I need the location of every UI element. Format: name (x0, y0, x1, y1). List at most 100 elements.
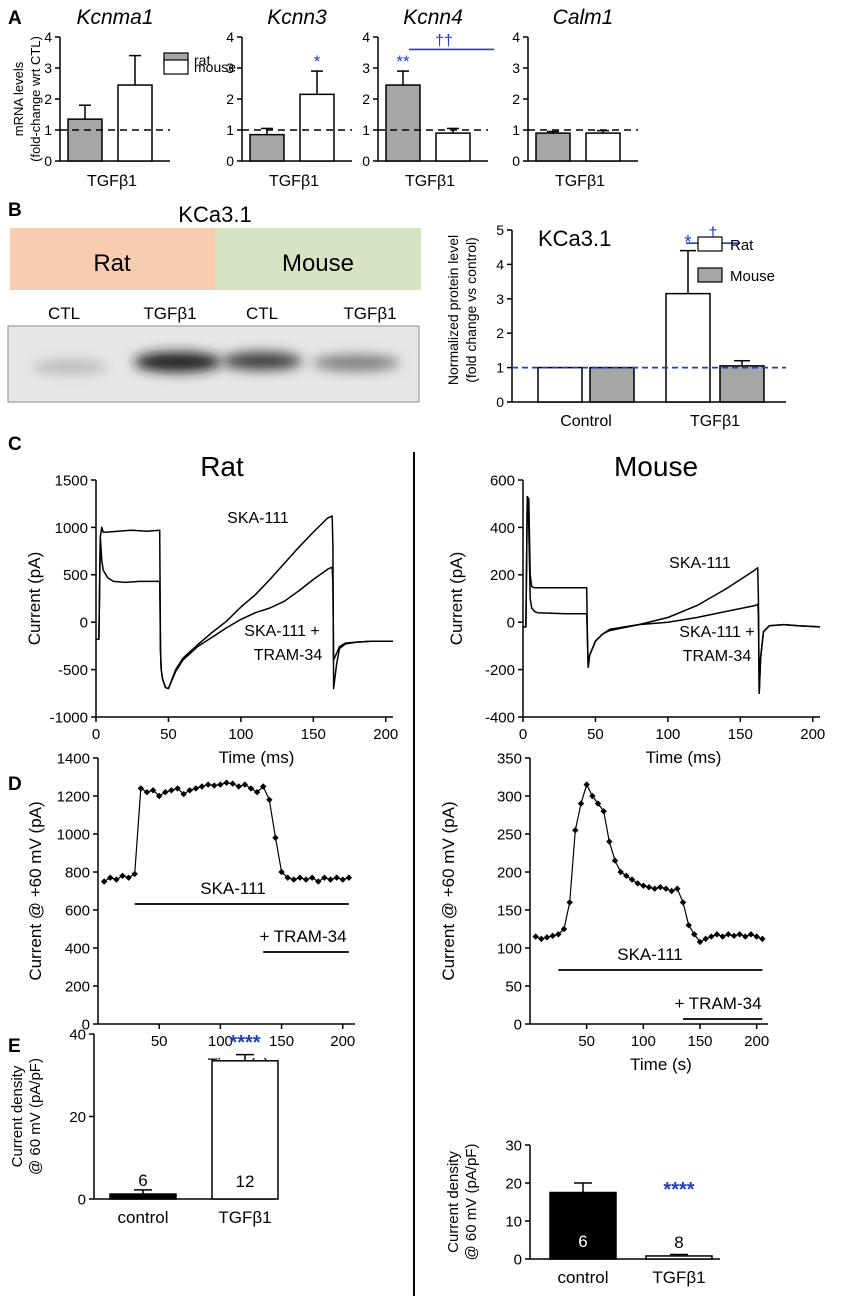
mrna-y-tick-label: 0 (44, 153, 52, 169)
x-category-label: control (557, 1268, 608, 1287)
data-point (713, 931, 721, 938)
significance-star: ** (396, 52, 410, 71)
significance-star: **** (663, 1179, 694, 1201)
x-tick-label: 200 (373, 726, 398, 743)
trace-chart-c-mouse: Current (pA) -400 -200 0 200 400 600 0 50 100 150 2… (447, 472, 825, 767)
protein-chart: Normalized protein level (fold change vs … (445, 222, 786, 430)
x-category-label: TGFβ1 (690, 413, 740, 430)
trace-y-tick-label: 1000 (57, 826, 90, 843)
density-y-tick-label: 40 (69, 1026, 86, 1043)
legend-swatch-mouse (163, 59, 189, 75)
bar-mouse (589, 366, 635, 403)
trace-y-tick-label: 200 (497, 864, 522, 881)
data-point (211, 782, 218, 789)
data-point (308, 874, 316, 881)
trace-0 (103, 782, 350, 883)
data-point (168, 787, 175, 794)
significance-star: * (314, 52, 321, 71)
x-category-label: TGFβ1 (405, 173, 455, 190)
trace-0 (523, 495, 821, 695)
mrna-y-tick-label: 2 (512, 91, 520, 107)
protein-y-tick-label: 2 (496, 325, 504, 341)
trace-y-tick-label: 200 (65, 978, 90, 995)
x-tick-label: 50 (587, 726, 604, 743)
data-point (594, 800, 602, 807)
protein-y-tick-label: 5 (496, 222, 504, 238)
x-tick-label: 50 (578, 1033, 595, 1050)
y-axis-label-sub: @ 60 mV (pA/pF) (463, 1144, 480, 1261)
blot-band-3 (222, 352, 302, 370)
y-axis-label: Current (pA) (25, 552, 44, 646)
rat-band-label: Rat (93, 250, 131, 277)
data-point (747, 931, 755, 938)
data-point (719, 933, 726, 940)
data-point (113, 876, 120, 883)
bar-control (549, 1191, 617, 1260)
data-point (180, 790, 187, 798)
x-tick-label: 200 (800, 726, 825, 743)
trace-label: SKA-111 + (679, 624, 754, 641)
lane-label-1: CTL (48, 304, 80, 323)
mouse-band (215, 228, 421, 290)
chart-title: Calm1 (553, 6, 614, 29)
mrna-y-tick-label: 1 (362, 122, 370, 138)
n-label: 8 (674, 1233, 683, 1252)
mouse-band-label: Mouse (282, 250, 354, 277)
mrna-y-tick-label: 2 (44, 91, 52, 107)
density-y-tick-label: 10 (505, 1213, 522, 1230)
data-point (284, 874, 291, 881)
data-point (272, 834, 279, 841)
data-point (691, 931, 698, 938)
data-point (327, 876, 334, 883)
x-category-label: TGFβ1 (87, 173, 137, 190)
mrna-chart-calm1: Calm1 0 1 2 3 4 TGFβ1 (512, 6, 638, 190)
mrna-y-tick-label: 3 (362, 60, 370, 76)
data-point (149, 787, 157, 794)
blot-band-2 (134, 352, 222, 372)
data-point (572, 827, 579, 834)
x-category-label: TGFβ1 (652, 1268, 705, 1287)
data-point (241, 781, 249, 788)
trace-y-tick-label: 50 (505, 978, 522, 995)
mrna-y-tick-label: 0 (362, 153, 370, 169)
mrna-y-tick-label: 3 (44, 60, 52, 76)
density-chart-e-mouse: Current density @ 60 mV (pA/pF) 0 10 20 30 6 co… (445, 1137, 720, 1287)
data-point (155, 792, 163, 800)
mrna-ylabel: mRNA levels (11, 61, 26, 136)
data-point (679, 899, 687, 906)
bar-rat (385, 84, 421, 162)
data-point (217, 781, 224, 788)
x-tick-label: 100 (228, 726, 253, 743)
rat-panel-title: Rat (200, 451, 244, 482)
blot-band-4 (312, 355, 400, 371)
mrna-chart-kcnn4: Kcnn4 0 1 2 3 4 ** †† TGFβ1 (362, 6, 494, 190)
trace-y-tick-label: 0 (80, 615, 88, 632)
data-point (645, 884, 653, 891)
trace-chart-d-rat: Current @ +60 mV (pA) 0 200 400 600 800 1000 12… (26, 750, 355, 1074)
x-category-label: control (117, 1208, 168, 1227)
panel-b-blot: KCa3.1 Rat Mouse CTL TGFβ1 CTL TGFβ1 (7, 202, 421, 403)
trace-y-tick-label: 0 (514, 1016, 522, 1033)
trace-y-tick-label: 350 (497, 750, 522, 767)
data-point (566, 899, 573, 906)
data-point (339, 876, 346, 883)
trace-y-tick-label: 600 (490, 472, 515, 489)
data-point (247, 785, 255, 792)
trace-y-tick-label: 1000 (55, 520, 88, 537)
mrna-y-tick-label: 1 (44, 122, 52, 138)
bracket-label: †† (435, 32, 453, 49)
mrna-y-tick-label: 4 (44, 29, 52, 45)
trace-y-tick-label: 100 (497, 940, 522, 957)
panel-label-e: E (8, 1036, 21, 1057)
data-point (555, 931, 562, 938)
x-tick-label: 100 (631, 1033, 656, 1050)
bar-tgfβ1 (211, 1060, 279, 1200)
data-point (725, 931, 732, 938)
mrna-ylabel-sub: (fold-change wrt CTL) (28, 36, 43, 162)
x-category-label: TGFβ1 (269, 173, 319, 190)
x-tick-label: 0 (92, 726, 100, 743)
x-tick-label: 150 (728, 726, 753, 743)
mrna-y-tick-label: 2 (362, 91, 370, 107)
data-point (107, 874, 114, 881)
